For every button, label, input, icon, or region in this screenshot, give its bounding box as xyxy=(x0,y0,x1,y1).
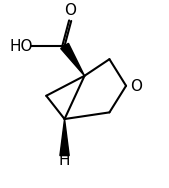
Polygon shape xyxy=(60,119,69,156)
Text: HO: HO xyxy=(10,39,33,54)
Polygon shape xyxy=(61,43,84,76)
Text: H: H xyxy=(59,153,70,168)
Text: O: O xyxy=(130,79,142,94)
Text: O: O xyxy=(64,3,76,18)
